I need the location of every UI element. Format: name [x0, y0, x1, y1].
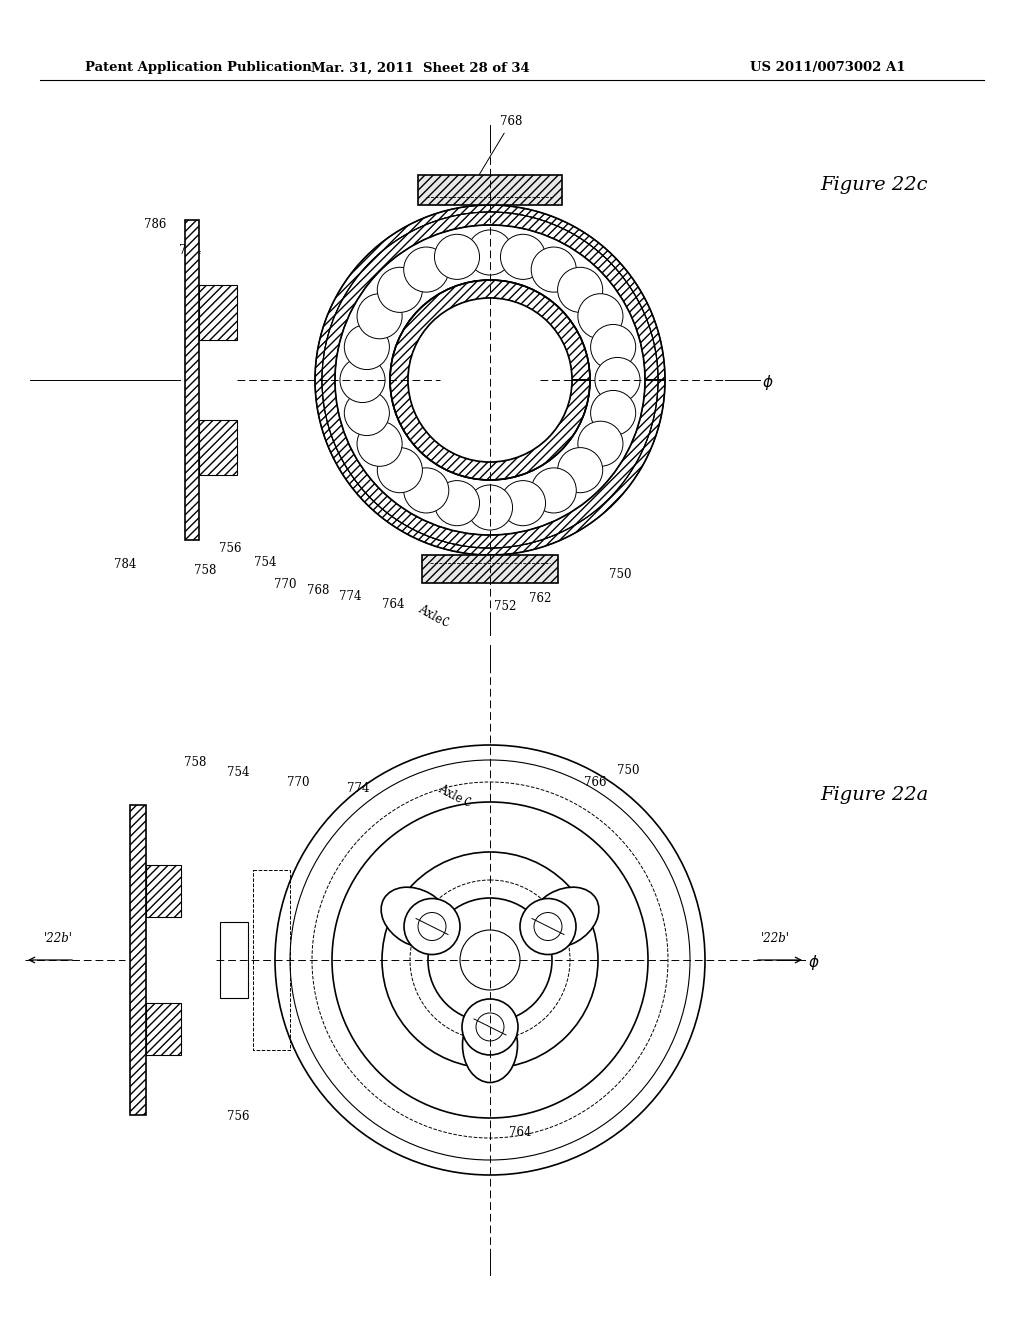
Circle shape	[434, 234, 479, 280]
Circle shape	[460, 931, 520, 990]
Text: 754: 754	[254, 556, 276, 569]
Circle shape	[501, 480, 546, 525]
Text: 766: 766	[584, 776, 606, 788]
Bar	[199, 285, 237, 341]
Text: $\mathcal{C}$: $\mathcal{C}$	[463, 796, 473, 809]
Text: $\mathcal{C}$: $\mathcal{C}$	[441, 616, 451, 630]
Circle shape	[403, 247, 449, 292]
Circle shape	[531, 467, 577, 513]
Bar	[130, 805, 146, 1115]
Circle shape	[595, 358, 640, 403]
Text: 774: 774	[347, 781, 370, 795]
Bar	[418, 176, 562, 205]
Circle shape	[434, 480, 479, 525]
Circle shape	[408, 298, 572, 462]
Text: 750: 750	[616, 763, 639, 776]
Circle shape	[428, 898, 552, 1022]
Text: Patent Application Publication: Patent Application Publication	[85, 62, 311, 74]
Text: 786: 786	[143, 219, 166, 231]
Text: 784: 784	[179, 243, 201, 256]
Circle shape	[462, 999, 518, 1055]
Polygon shape	[390, 280, 590, 480]
Circle shape	[520, 899, 575, 954]
Ellipse shape	[463, 1007, 517, 1082]
Text: Axle: Axle	[435, 783, 465, 805]
Circle shape	[340, 358, 385, 403]
Circle shape	[591, 325, 636, 370]
Circle shape	[558, 267, 603, 313]
Text: 750: 750	[608, 569, 631, 582]
Text: 784: 784	[114, 558, 136, 572]
Text: 768: 768	[307, 585, 329, 598]
Text: 752: 752	[494, 601, 516, 614]
Bar	[185, 220, 199, 540]
Bar	[199, 420, 237, 475]
Circle shape	[591, 391, 636, 436]
Text: Mar. 31, 2011  Sheet 28 of 34: Mar. 31, 2011 Sheet 28 of 34	[310, 62, 529, 74]
Bar	[422, 554, 558, 583]
Text: 756: 756	[219, 541, 242, 554]
Text: Figure 22a: Figure 22a	[820, 785, 928, 804]
Text: '22b': '22b'	[761, 932, 790, 945]
Circle shape	[344, 391, 389, 436]
Circle shape	[357, 294, 402, 339]
Circle shape	[578, 294, 623, 339]
Circle shape	[558, 447, 603, 492]
Circle shape	[467, 230, 513, 275]
Circle shape	[403, 467, 449, 513]
Bar	[220, 921, 248, 998]
Text: 756: 756	[226, 1110, 249, 1122]
Text: Figure 22c: Figure 22c	[820, 176, 928, 194]
Text: 758: 758	[194, 564, 216, 577]
Text: $\phi$: $\phi$	[762, 372, 773, 392]
Text: 762: 762	[528, 593, 551, 606]
Text: 758: 758	[184, 755, 206, 768]
Circle shape	[404, 899, 460, 954]
Text: 770: 770	[273, 578, 296, 590]
Polygon shape	[315, 205, 665, 554]
Ellipse shape	[381, 887, 452, 948]
Circle shape	[578, 421, 623, 466]
Text: 754: 754	[226, 767, 249, 780]
Text: US 2011/0073002 A1: US 2011/0073002 A1	[750, 62, 905, 74]
Text: 764: 764	[382, 598, 404, 611]
Text: 768: 768	[471, 115, 522, 187]
Circle shape	[377, 267, 422, 313]
Circle shape	[501, 234, 546, 280]
Text: 774: 774	[339, 590, 361, 603]
Circle shape	[344, 325, 389, 370]
Text: '22b': '22b'	[43, 932, 73, 945]
Text: $\phi$: $\phi$	[808, 953, 819, 972]
Circle shape	[531, 247, 577, 292]
Bar	[146, 1003, 181, 1055]
Polygon shape	[322, 213, 658, 548]
Circle shape	[467, 484, 513, 531]
Ellipse shape	[528, 887, 599, 948]
Circle shape	[377, 447, 422, 492]
Text: 764: 764	[509, 1126, 531, 1138]
Text: Axle: Axle	[416, 602, 444, 626]
Circle shape	[357, 421, 402, 466]
Bar	[146, 865, 181, 917]
Text: 770: 770	[287, 776, 309, 788]
